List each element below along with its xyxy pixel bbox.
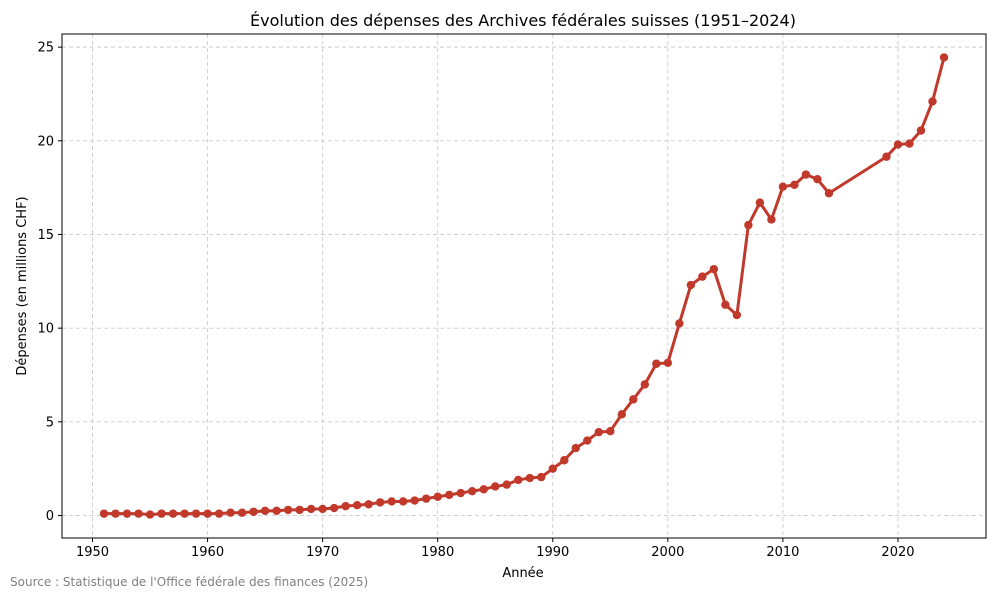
y-axis-label: Dépenses (en millions CHF) <box>15 196 30 375</box>
x-axis-label: Année <box>502 566 543 581</box>
data-point <box>606 427 615 436</box>
y-tick-label: 15 <box>37 228 54 243</box>
data-point <box>111 509 120 518</box>
data-point <box>537 472 546 482</box>
data-point <box>295 505 304 515</box>
data-point <box>249 507 258 516</box>
data-point <box>272 506 281 516</box>
data-point <box>318 504 327 514</box>
x-tick-label: 1950 <box>76 545 109 560</box>
data-point <box>548 464 557 473</box>
data-point <box>767 215 776 224</box>
data-point <box>157 509 166 518</box>
data-point <box>652 359 661 368</box>
data-point <box>790 180 799 190</box>
y-tick-label: 10 <box>37 322 54 337</box>
data-point <box>283 505 293 515</box>
x-tick-label: 2010 <box>766 545 799 560</box>
grid <box>62 34 986 538</box>
data-point <box>421 494 431 503</box>
series-path <box>102 55 946 517</box>
data-point <box>433 492 442 501</box>
data-point <box>479 485 488 494</box>
data-point <box>329 503 339 513</box>
data-point <box>398 497 408 506</box>
data-point <box>445 490 454 500</box>
data-point <box>410 496 419 505</box>
data-point <box>226 508 235 517</box>
data-point <box>237 508 247 517</box>
data-point <box>583 436 592 445</box>
data-point <box>882 152 891 161</box>
data-point <box>928 97 937 106</box>
data-point <box>824 189 834 198</box>
data-point <box>203 509 212 518</box>
data-point <box>514 475 523 485</box>
data-point <box>180 509 189 518</box>
data-point <box>191 509 201 518</box>
chart-title: Évolution des dépenses des Archives fédé… <box>250 11 796 30</box>
data-point <box>387 497 396 506</box>
plot-frame <box>61 33 987 539</box>
x-tick-label: 2000 <box>651 545 684 560</box>
data-point <box>491 482 500 491</box>
data-point <box>341 501 350 511</box>
data-point <box>709 264 719 274</box>
axes: 1950 1960 1970 1980 1990 2000 2010 2020 0 5 10 15 20… <box>37 33 987 560</box>
data-point <box>99 509 109 518</box>
data-point <box>594 427 603 437</box>
y-tick-label: 5 <box>46 415 54 430</box>
data-point <box>721 300 730 309</box>
data-point <box>352 501 362 510</box>
data-point <box>456 488 465 498</box>
y-tick-label: 0 <box>46 509 54 524</box>
data-point <box>893 140 903 149</box>
data-point <box>502 480 511 489</box>
x-tick-label: 1980 <box>421 545 454 560</box>
data-point <box>214 509 224 518</box>
data-point <box>732 310 742 320</box>
data-point <box>778 182 788 191</box>
y-tick-label: 20 <box>37 134 54 149</box>
data-point <box>375 498 385 507</box>
data-point <box>905 139 914 148</box>
series-line <box>99 53 949 519</box>
data-point <box>145 510 155 519</box>
data-point <box>468 486 477 496</box>
data-point <box>939 53 949 62</box>
data-point <box>560 456 569 465</box>
y-tick-label: 25 <box>37 41 54 56</box>
data-point <box>168 509 178 518</box>
x-tick-label: 2020 <box>881 545 914 560</box>
data-point <box>744 220 753 230</box>
data-point <box>525 473 534 483</box>
data-point <box>698 272 707 281</box>
data-point <box>122 509 132 518</box>
data-point <box>617 410 627 419</box>
data-point <box>813 175 822 184</box>
data-point <box>663 358 673 368</box>
data-point <box>629 395 638 404</box>
x-tick-label: 1990 <box>536 545 569 560</box>
data-point <box>916 126 926 135</box>
data-point <box>640 380 650 389</box>
x-tick-label: 1960 <box>191 545 224 560</box>
data-point <box>801 170 811 179</box>
data-point <box>571 443 580 453</box>
data-point <box>675 319 684 328</box>
data-point <box>364 500 373 509</box>
source-note: Source : Statistique de l'Office fédéral… <box>10 575 368 589</box>
data-point <box>260 506 270 516</box>
data-point <box>134 509 143 518</box>
data-point <box>686 280 696 290</box>
data-point <box>755 198 765 207</box>
x-tick-label: 1970 <box>306 545 339 560</box>
data-point <box>306 504 316 514</box>
